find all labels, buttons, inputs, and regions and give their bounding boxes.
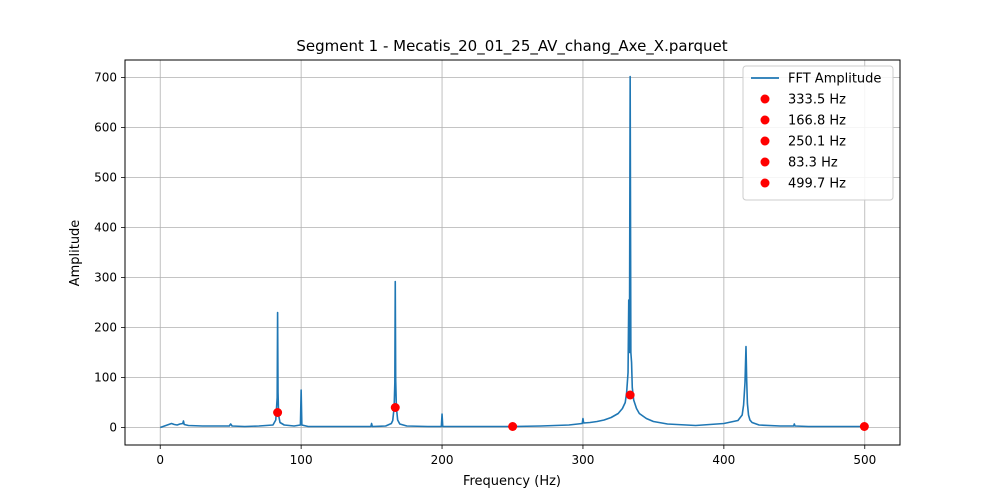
legend-label: FFT Amplitude [788,72,881,87]
y-tick-label: 600 [94,121,117,135]
y-tick-label: 0 [109,421,117,435]
legend-marker-swatch [760,94,770,104]
fft-amplitude-line [159,75,866,429]
y-tick-label: 100 [94,371,117,385]
y-axis-label: Amplitude [68,220,83,287]
peak-marker [859,422,869,431]
legend-marker-swatch [760,115,770,125]
y-tick-label: 500 [94,171,117,185]
legend-label: 166.8 Hz [788,114,846,129]
x-tick-label: 100 [290,453,313,467]
legend-label: 250.1 Hz [788,135,846,150]
chart-legend: FFT Amplitude 333.5 Hz 166.8 Hz 250.1 Hz 83.… [742,65,894,201]
y-tick-label: 700 [94,71,117,85]
peak-markers [273,390,869,431]
legend-box [742,65,894,201]
legend-marker-swatch [760,178,770,188]
peak-marker [508,422,518,431]
x-tick-label: 200 [431,453,454,467]
peak-marker [273,408,283,417]
legend-label: 83.3 Hz [788,156,838,171]
legend-label: 499.7 Hz [788,177,846,192]
x-tick-label: 500 [853,453,876,467]
series-line-layer [159,75,866,429]
x-tick-label: 300 [572,453,595,467]
legend-marker-swatch [760,157,770,167]
axis-ticks: 0 100 200 300 400 500 0 100 200 300 400 500 600 700 [94,71,876,468]
y-tick-label: 300 [94,271,117,285]
x-tick-label: 0 [156,453,164,467]
y-tick-label: 200 [94,321,117,335]
x-tick-label: 400 [712,453,735,467]
plot-frame [124,59,901,446]
y-tick-label: 400 [94,221,117,235]
x-axis-label: Frequency (Hz) [463,474,561,489]
legend-label: 333.5 Hz [788,93,846,108]
legend-marker-swatch [760,136,770,146]
peak-marker [625,390,635,400]
peak-marker [390,403,400,412]
chart-title: Segment 1 - Mecatis_20_01_25_AV_chang_Ax… [296,37,727,56]
